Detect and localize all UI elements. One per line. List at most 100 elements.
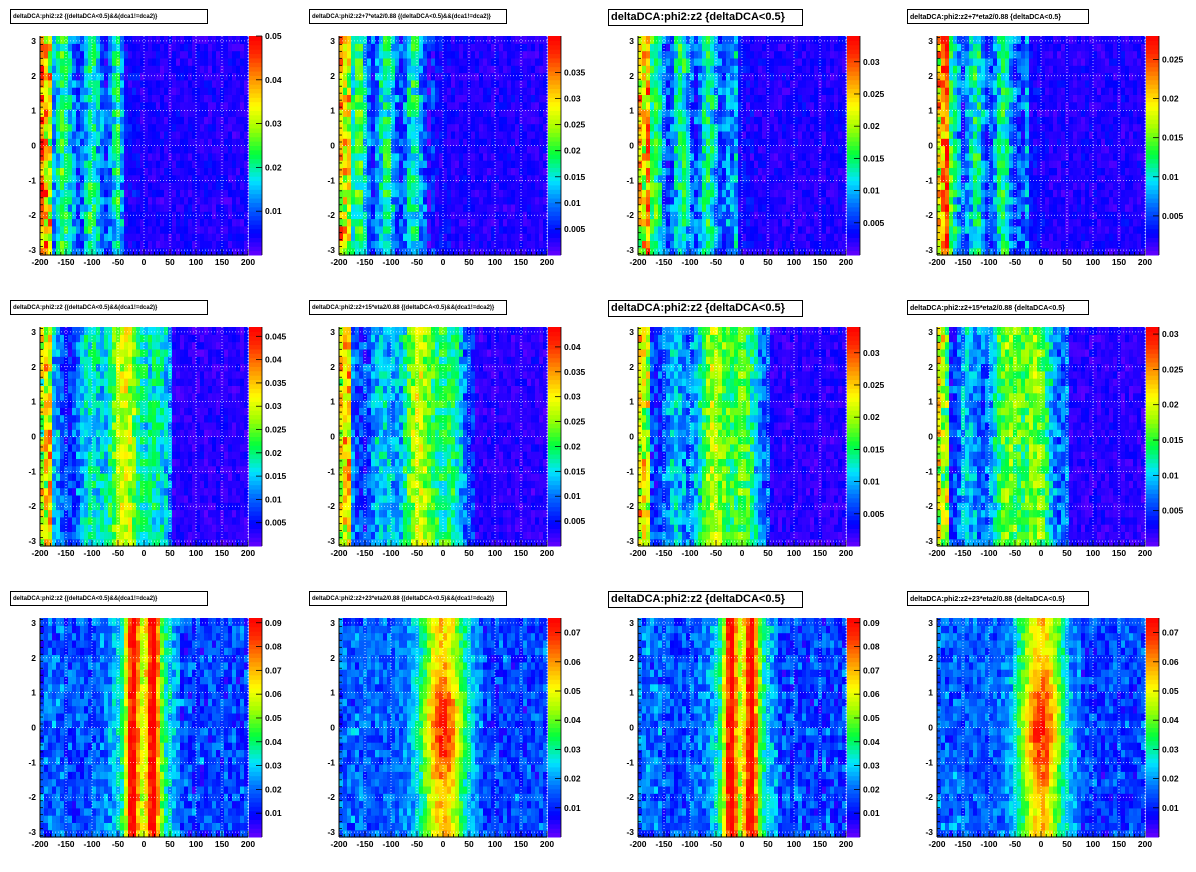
heatmap-cell	[80, 79, 85, 88]
heatmap-cell	[56, 57, 61, 66]
heatmap-cell	[80, 196, 85, 205]
heatmap-cell	[204, 160, 209, 168]
heatmap-cell	[678, 203, 683, 212]
heatmap-cell	[503, 109, 508, 117]
color-scale-step	[548, 119, 561, 125]
heatmap-cell	[128, 182, 133, 190]
heatmap-cell	[463, 218, 468, 227]
heatmap-cell	[527, 240, 532, 249]
heatmap-cell	[682, 50, 687, 59]
heatmap-cell	[92, 196, 97, 205]
heatmap-cell	[48, 189, 53, 198]
heatmap-cell	[240, 160, 245, 168]
heatmap-cell	[347, 79, 352, 88]
heatmap-cell	[367, 116, 372, 125]
heatmap-cell	[810, 152, 815, 161]
heatmap-cell	[96, 43, 101, 52]
heatmap-cell	[499, 189, 504, 198]
heatmap-cell	[363, 225, 368, 234]
heatmap-cell	[686, 138, 691, 147]
heatmap-cell	[527, 101, 532, 110]
heatmap-cell	[168, 57, 173, 66]
heatmap-cell	[491, 57, 496, 66]
heatmap-cell	[124, 174, 129, 183]
heatmap-cell	[435, 94, 440, 103]
heatmap-cell	[718, 160, 723, 168]
heatmap-cell	[483, 50, 488, 59]
heatmap-cell	[802, 145, 807, 154]
heatmap-cell	[152, 94, 157, 103]
heatmap-cell	[698, 50, 703, 59]
heatmap-cell	[108, 116, 113, 125]
heatmap-cell	[507, 160, 512, 168]
heatmap-cell	[806, 167, 811, 176]
heatmap-cell	[487, 160, 492, 168]
heatmap-cell	[419, 43, 424, 52]
heatmap-cell	[40, 43, 45, 52]
heatmap-cell	[387, 57, 392, 66]
heatmap-cell	[359, 109, 364, 117]
heatmap-cell	[128, 152, 133, 161]
heatmap-cell	[363, 189, 368, 198]
heatmap-cell	[523, 36, 528, 44]
heatmap-cell	[439, 79, 444, 88]
heatmap-cell	[750, 145, 755, 154]
heatmap-cell	[48, 211, 53, 220]
heatmap-cell	[722, 240, 727, 249]
heatmap-cell	[642, 79, 647, 88]
heatmap-cell	[778, 167, 783, 176]
heatmap-cell	[196, 174, 201, 183]
heatmap-cell	[654, 116, 659, 125]
heatmap-cell	[455, 50, 460, 59]
heatmap-cell	[503, 167, 508, 176]
heatmap-cell	[108, 72, 113, 81]
heatmap-cell	[830, 203, 835, 212]
heatmap-cell	[136, 203, 141, 212]
heatmap-cell	[387, 50, 392, 59]
heatmap-cell	[144, 196, 149, 205]
heatmap-cell	[782, 138, 787, 147]
heatmap-cell	[483, 167, 488, 176]
heatmap-cell	[124, 240, 129, 249]
heatmap-cell	[148, 123, 153, 132]
heatmap-cell	[112, 233, 117, 241]
heatmap-cell	[435, 87, 440, 95]
heatmap-cell	[435, 225, 440, 234]
heatmap-cell	[822, 123, 827, 132]
heatmap-cell	[120, 50, 125, 59]
heatmap-cell	[144, 225, 149, 234]
heatmap-cell	[730, 145, 735, 154]
heatmap-cell	[355, 79, 360, 88]
heatmap-cell	[80, 109, 85, 117]
heatmap-cell	[722, 72, 727, 81]
heatmap-cell	[511, 116, 516, 125]
heatmap-cell	[236, 116, 241, 125]
heatmap-cell	[92, 240, 97, 249]
heatmap-cell	[479, 57, 484, 66]
heatmap-cell	[670, 145, 675, 154]
heatmap-cell	[806, 123, 811, 132]
heatmap-cell	[363, 138, 368, 147]
heatmap-cell	[754, 145, 759, 154]
heatmap-cell	[48, 240, 53, 249]
heatmap-cell	[650, 160, 655, 168]
heatmap-cell	[523, 94, 528, 103]
heatmap-cell	[383, 160, 388, 168]
heatmap-cell	[702, 36, 707, 44]
heatmap-cell	[818, 160, 823, 168]
heatmap-cell	[515, 167, 520, 176]
heatmap-cell	[814, 182, 819, 190]
heatmap-cell	[826, 203, 831, 212]
heatmap-cell	[375, 57, 380, 66]
heatmap-cell	[483, 65, 488, 74]
heatmap-cell	[423, 225, 428, 234]
heatmap-cell	[411, 203, 416, 212]
heatmap-cell	[698, 189, 703, 198]
heatmap-cell	[200, 94, 205, 103]
heatmap-cell	[200, 225, 205, 234]
heatmap-cell	[690, 116, 695, 125]
heatmap-cell	[407, 123, 412, 132]
heatmap-cell	[375, 43, 380, 52]
heatmap-cell	[172, 50, 177, 59]
heatmap-cell	[702, 240, 707, 249]
